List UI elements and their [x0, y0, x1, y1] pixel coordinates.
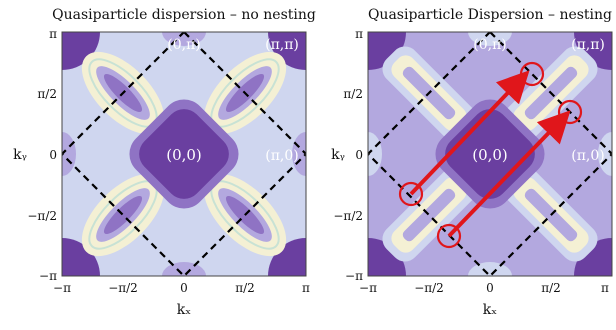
panel-left: Quasiparticle dispersion – no nesting [13, 7, 316, 318]
x-axis-label: kₓ [177, 302, 191, 318]
x-tick: π [601, 281, 609, 295]
point-label-center: (0,0) [166, 146, 202, 164]
y-tick: −π/2 [27, 209, 57, 223]
hot-spot-circle [436, 223, 462, 249]
point-label-top-right: (π,π) [571, 37, 605, 53]
x-tick: π/2 [541, 281, 561, 295]
panel-right: Quasiparticle Dispersion – nesting [331, 7, 613, 318]
y-axis-label: kᵧ [331, 147, 345, 163]
x-tick: −π/2 [108, 281, 138, 295]
hot-spot-circle [519, 61, 545, 87]
point-label-top-right: (π,π) [265, 37, 299, 53]
x-tick: 0 [180, 281, 188, 295]
x-tick: −π [53, 281, 71, 295]
point-label-center: (0,0) [472, 146, 508, 164]
hot-spot-circle [398, 181, 424, 207]
y-tick: 0 [49, 148, 57, 162]
x-ticks: −π −π/2 0 π/2 π [359, 281, 609, 295]
x-ticks: −π −π/2 0 π/2 π [53, 281, 310, 295]
dispersion-contour-plot [368, 32, 612, 276]
point-label-top: (0,π) [167, 37, 200, 53]
panel-title: Quasiparticle dispersion – no nesting [52, 7, 316, 23]
nesting-arrow [409, 70, 530, 196]
point-label-top: (0,π) [473, 37, 506, 53]
nesting-arrow [447, 110, 571, 238]
y-tick: −π/2 [333, 209, 363, 223]
nesting-vectors [398, 61, 583, 249]
hot-spot-circle [557, 99, 583, 125]
x-tick: π [302, 281, 310, 295]
x-axis-label: kₓ [483, 302, 497, 318]
y-tick: π [355, 27, 363, 41]
y-tick: π/2 [343, 87, 363, 101]
x-tick: π/2 [235, 281, 255, 295]
dispersion-contour-plot [62, 32, 306, 276]
y-tick: π [49, 27, 57, 41]
y-tick: −π [39, 269, 57, 283]
x-tick: −π/2 [414, 281, 444, 295]
point-label-right: (π,0) [571, 148, 604, 164]
y-ticks: π π/2 0 −π/2 −π [27, 27, 57, 283]
y-tick: 0 [355, 148, 363, 162]
y-ticks: π π/2 0 −π/2 −π [333, 27, 363, 283]
x-tick: −π [359, 281, 377, 295]
x-tick: 0 [486, 281, 494, 295]
y-tick: −π [345, 269, 363, 283]
panel-title: Quasiparticle Dispersion – nesting [368, 7, 612, 23]
y-tick: π/2 [37, 87, 57, 101]
point-label-right: (π,0) [265, 148, 298, 164]
y-axis-label: kᵧ [13, 147, 27, 163]
